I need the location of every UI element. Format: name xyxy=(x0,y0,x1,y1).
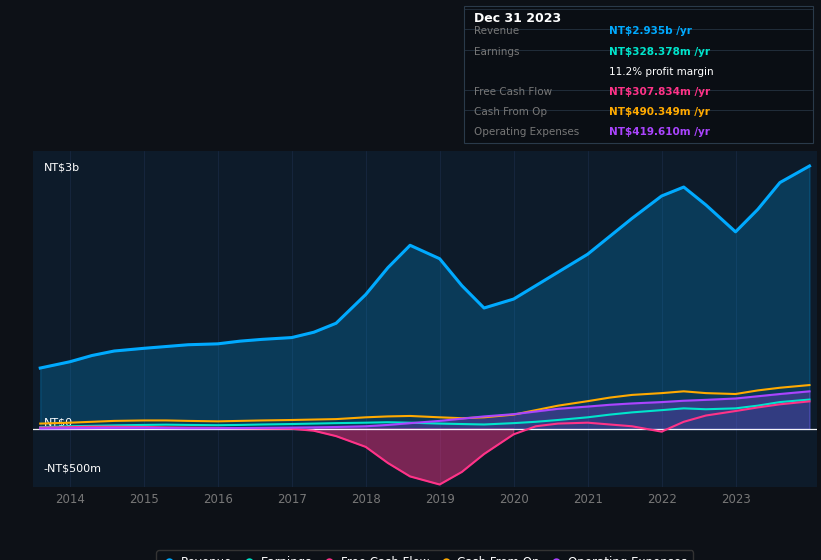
Text: NT$328.378m /yr: NT$328.378m /yr xyxy=(609,46,710,57)
Text: -NT$500m: -NT$500m xyxy=(44,464,102,474)
Text: NT$2.935b /yr: NT$2.935b /yr xyxy=(609,26,692,36)
Text: Free Cash Flow: Free Cash Flow xyxy=(474,87,552,97)
Text: NT$490.349m /yr: NT$490.349m /yr xyxy=(609,107,710,117)
Text: Cash From Op: Cash From Op xyxy=(474,107,547,117)
Text: NT$307.834m /yr: NT$307.834m /yr xyxy=(609,87,710,97)
Legend: Revenue, Earnings, Free Cash Flow, Cash From Op, Operating Expenses: Revenue, Earnings, Free Cash Flow, Cash … xyxy=(157,550,693,560)
Text: Earnings: Earnings xyxy=(474,46,519,57)
Text: NT$0: NT$0 xyxy=(44,417,73,427)
Text: Operating Expenses: Operating Expenses xyxy=(474,127,579,137)
Text: NT$419.610m /yr: NT$419.610m /yr xyxy=(609,127,710,137)
Text: NT$3b: NT$3b xyxy=(44,162,80,172)
Text: 11.2% profit margin: 11.2% profit margin xyxy=(609,67,713,77)
Text: Revenue: Revenue xyxy=(474,26,519,36)
Text: Dec 31 2023: Dec 31 2023 xyxy=(474,12,561,25)
